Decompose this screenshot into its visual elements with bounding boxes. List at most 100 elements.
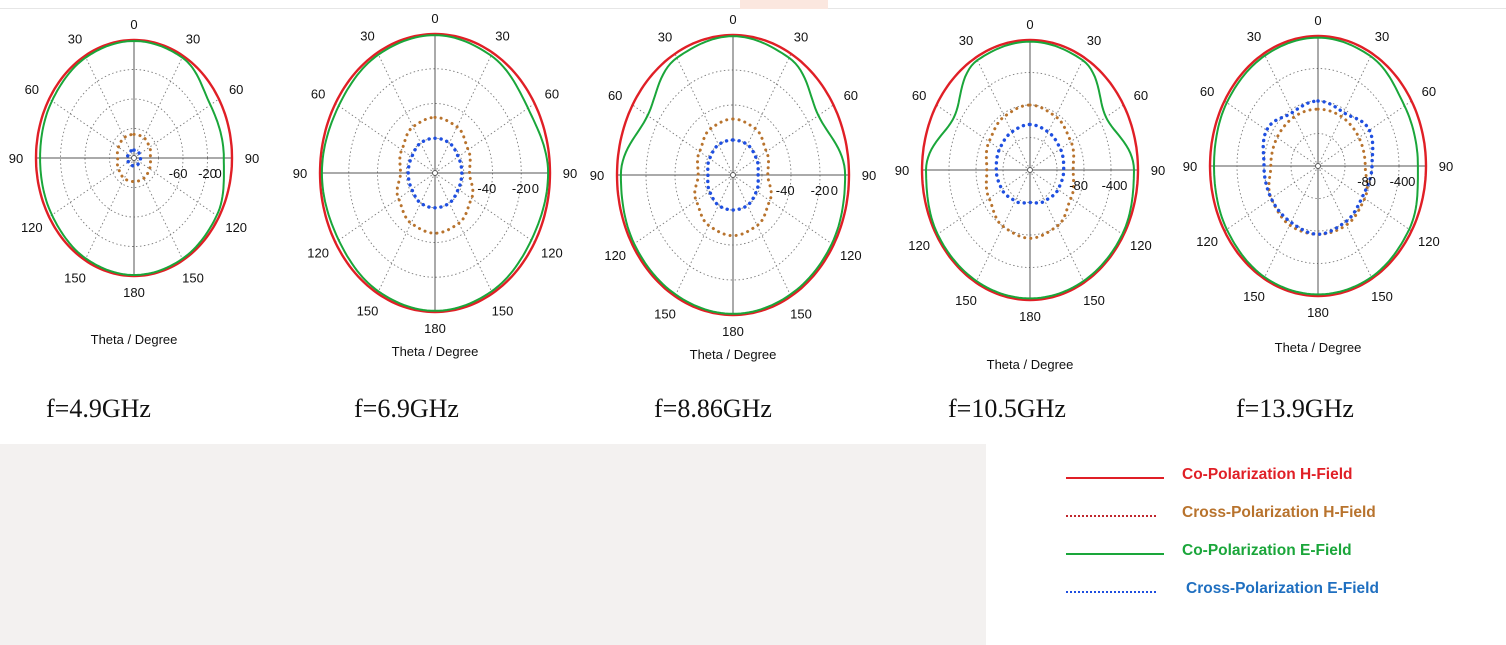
blank-panel [0, 444, 986, 645]
angle-tick-label: 90 [1439, 159, 1453, 174]
angle-tick-label: 30 [1375, 29, 1389, 44]
grid-spoke [434, 103, 535, 174]
legend-line-cross-h [1066, 515, 1156, 517]
series-co-polarization-h-field [615, 33, 851, 317]
angle-tick-label: 90 [293, 166, 307, 181]
radial-tick-label: -40 [1102, 178, 1121, 193]
grid-spoke [133, 55, 184, 159]
series-co-polarization-e-field [619, 35, 847, 315]
grid-spoke [674, 53, 734, 176]
angle-tick-label: 0 [729, 12, 736, 27]
grid-spoke [48, 157, 135, 218]
angle-tick-label: 90 [862, 168, 876, 183]
series-cross-polarization-e-field [406, 136, 464, 210]
grid-spoke [1224, 165, 1319, 232]
series-co-polarization-h-field [1208, 34, 1428, 298]
angle-tick-label: 0 [130, 17, 137, 32]
grid-spoke [1317, 165, 1373, 279]
angle-tick-label: 150 [955, 293, 977, 308]
angle-tick-label: 90 [895, 163, 909, 178]
axis-title: Theta / Degree [690, 347, 777, 362]
grid-spoke [335, 103, 436, 174]
angle-tick-label: 150 [357, 304, 379, 319]
radial-tick-label: -80 [1357, 174, 1376, 189]
angle-tick-label: 30 [360, 28, 374, 43]
legend: Co-Polarization H-Field Cross-Polarizati… [1060, 462, 1500, 614]
grid-spoke [1224, 100, 1319, 167]
angle-tick-label: 0 [431, 11, 438, 26]
grid-spoke [84, 55, 135, 159]
frequency-label-3: f=8.86GHz [654, 394, 772, 423]
angle-tick-label: 60 [311, 87, 325, 102]
frequency-label-1: f=4.9GHz [46, 394, 151, 423]
angle-tick-label: 90 [1151, 163, 1165, 178]
grid-spoke [732, 53, 792, 176]
series-co-polarization-h-field [318, 32, 552, 314]
center-marker [1315, 163, 1321, 169]
angle-tick-label: 120 [1130, 238, 1152, 253]
angle-tick-label: 150 [492, 304, 514, 319]
center-marker [730, 172, 736, 178]
radial-tick-label: 0 [214, 166, 221, 181]
grid-spoke [1263, 165, 1319, 279]
grid-spoke [434, 172, 535, 243]
angle-tick-label: 0 [1026, 17, 1033, 32]
angle-tick-label: 120 [225, 220, 247, 235]
angle-tick-label: 150 [1243, 289, 1265, 304]
series-cross-polarization-h-field [984, 103, 1076, 240]
grid-spoke [632, 104, 734, 176]
legend-item-co-e: Co-Polarization E-Field [1060, 538, 1500, 576]
radial-tick-label: -80 [1069, 178, 1088, 193]
legend-label-co-h: Co-Polarization H-Field [1182, 466, 1353, 483]
angle-tick-label: 90 [563, 166, 577, 181]
series-co-polarization-e-field [1212, 36, 1419, 296]
angle-tick-label: 30 [959, 33, 973, 48]
radial-tick-label: -40 [1390, 174, 1409, 189]
angle-tick-label: 30 [186, 32, 200, 47]
radial-tick-label: -20 [198, 166, 217, 181]
grid-spoke [975, 57, 1031, 171]
angle-tick-label: 150 [182, 271, 204, 286]
grid-spoke [1029, 104, 1124, 171]
grid-spoke [732, 104, 834, 176]
legend-line-co-h [1066, 477, 1164, 479]
angle-tick-label: 30 [658, 29, 672, 44]
series-co-polarization-e-field [924, 40, 1136, 300]
grid-spoke [936, 104, 1031, 171]
radial-tick-label: 0 [1120, 178, 1127, 193]
angle-tick-label: 60 [1200, 84, 1214, 99]
series-cross-polarization-e-field [994, 122, 1066, 205]
angle-tick-label: 60 [25, 82, 39, 97]
angle-tick-label: 120 [1418, 234, 1440, 249]
grid-spoke [377, 172, 436, 294]
grid-spoke [936, 169, 1031, 236]
angle-tick-label: 30 [794, 29, 808, 44]
angle-tick-label: 90 [9, 151, 23, 166]
grid-spoke [1263, 53, 1319, 167]
grid-spoke [732, 174, 834, 246]
legend-label-cross-h: Cross-Polarization H-Field [1182, 504, 1376, 521]
radial-tick-label: -40 [477, 181, 496, 196]
legend-item-co-h: Co-Polarization H-Field [1060, 462, 1500, 500]
angle-tick-label: 180 [123, 285, 145, 300]
radial-tick-label: -60 [169, 166, 188, 181]
grid-spoke [1029, 169, 1124, 236]
top-tab-marker [740, 0, 828, 9]
angle-tick-label: 60 [912, 88, 926, 103]
series-cross-polarization-e-field [1261, 99, 1375, 237]
grid-spoke [48, 98, 135, 159]
angle-tick-label: 150 [1371, 289, 1393, 304]
frequency-label-4: f=10.5GHz [948, 394, 1066, 423]
radial-tick-label: -20 [512, 181, 531, 196]
radial-tick-label: 0 [1408, 174, 1415, 189]
angle-tick-label: 120 [604, 248, 626, 263]
angle-tick-label: 90 [1183, 159, 1197, 174]
angle-tick-label: 60 [1422, 84, 1436, 99]
angle-tick-label: 30 [495, 28, 509, 43]
radial-tick-label: -20 [811, 183, 830, 198]
grid-spoke [674, 174, 734, 297]
angle-tick-label: 180 [1019, 309, 1041, 324]
angle-tick-label: 60 [229, 82, 243, 97]
